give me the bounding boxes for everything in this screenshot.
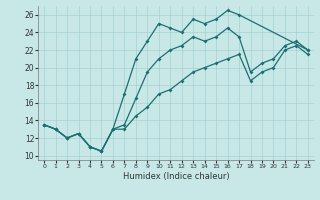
X-axis label: Humidex (Indice chaleur): Humidex (Indice chaleur)	[123, 172, 229, 181]
